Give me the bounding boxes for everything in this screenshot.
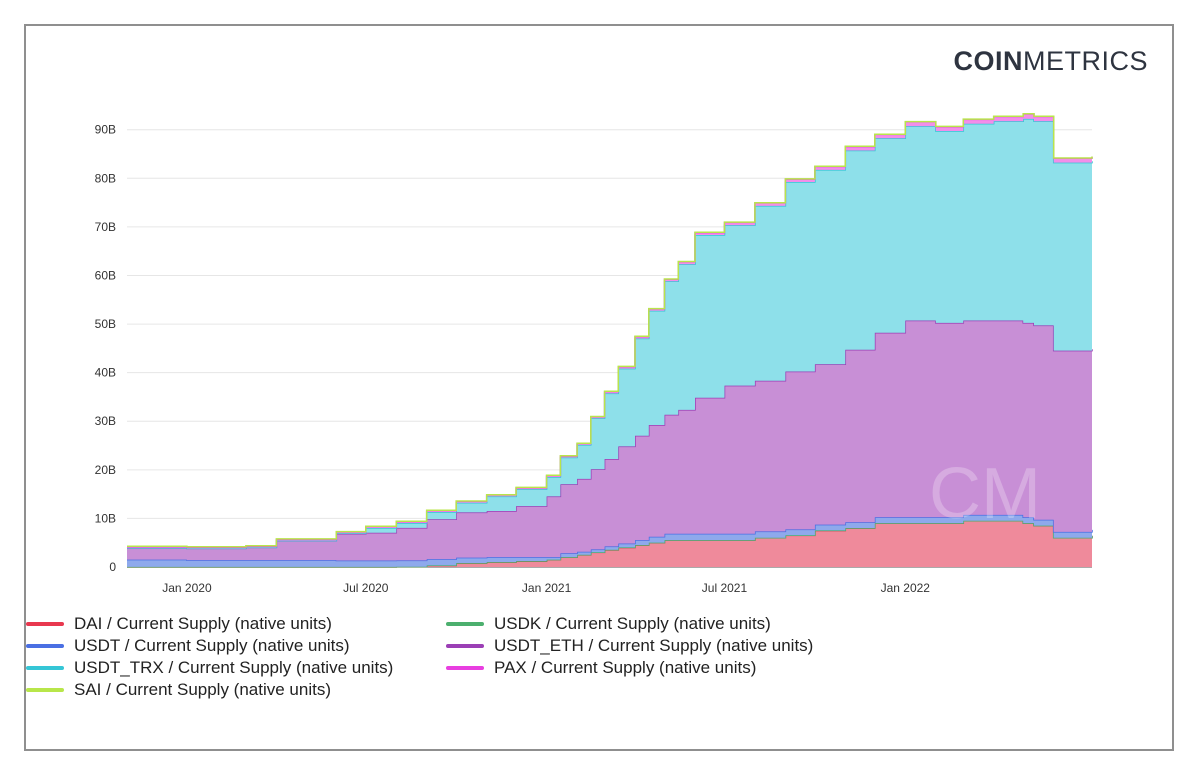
legend-swatch (26, 666, 64, 670)
line-sai (127, 113, 1093, 548)
x-tick-label: Jan 2020 (162, 581, 212, 595)
y-tick-label: 0 (109, 560, 116, 574)
legend-item[interactable]: DAI / Current Supply (native units) (26, 614, 332, 634)
legend-item[interactable]: USDK / Current Supply (native units) (446, 614, 771, 634)
legend-swatch (446, 622, 484, 626)
legend-item[interactable]: PAX / Current Supply (native units) (446, 658, 756, 678)
legend-label: USDT_TRX / Current Supply (native units) (74, 658, 394, 677)
x-tick-label: Jan 2021 (522, 581, 572, 595)
legend-label: SAI / Current Supply (native units) (74, 680, 332, 699)
y-tick-label: 60B (95, 268, 116, 282)
legend-label: USDK / Current Supply (native units) (494, 614, 771, 633)
legend-item[interactable]: USDT_ETH / Current Supply (native units) (446, 636, 813, 656)
y-tick-label: 40B (95, 366, 116, 380)
legend-label: USDT_ETH / Current Supply (native units) (494, 636, 814, 655)
legend-swatch (446, 666, 484, 670)
y-tick-label: 70B (95, 220, 116, 234)
area-usdt (127, 514, 1092, 567)
legend-label: PAX / Current Supply (native units) (494, 658, 757, 677)
cm-watermark: CM (929, 454, 1041, 534)
legend-item[interactable]: SAI / Current Supply (native units) (26, 680, 331, 700)
area-dai (127, 520, 1092, 567)
y-tick-label: 90B (95, 123, 116, 137)
coinmetrics-logo: COINMETRICS (954, 46, 1149, 77)
legend-swatch (26, 644, 64, 648)
legend-label: DAI / Current Supply (native units) (74, 614, 332, 633)
y-tick-label: 30B (95, 414, 116, 428)
legend-swatch (446, 644, 484, 648)
legend-item[interactable]: USDT_TRX / Current Supply (native units) (26, 658, 393, 678)
x-tick-label: Jan 2022 (881, 581, 931, 595)
logo-bold-text: COIN (953, 46, 1023, 76)
y-tick-label: 10B (95, 511, 116, 525)
legend-swatch (26, 622, 64, 626)
y-tick-label: 50B (95, 317, 116, 331)
area-usdt-trx (127, 118, 1092, 549)
x-tick-label: Jul 2021 (702, 581, 748, 595)
y-tick-label: 80B (95, 171, 116, 185)
y-tick-label: 20B (95, 463, 116, 477)
legend-swatch (26, 688, 64, 692)
legend-label: USDT / Current Supply (native units) (74, 636, 350, 655)
x-tick-label: Jul 2020 (343, 581, 389, 595)
area-usdt-eth (127, 320, 1092, 561)
legend-item[interactable]: USDT / Current Supply (native units) (26, 636, 350, 656)
logo-light-text: METRICS (1023, 46, 1148, 76)
